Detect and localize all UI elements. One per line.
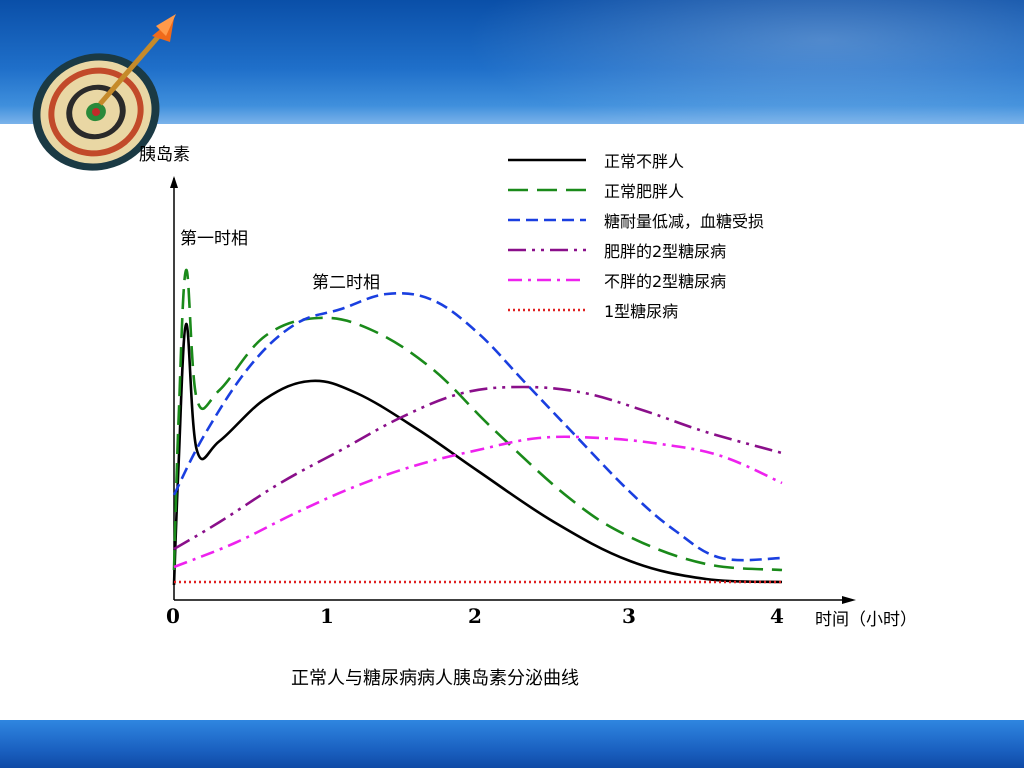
legend-item: 1型糖尿病 [506, 296, 826, 326]
series-line-3 [172, 291, 783, 562]
legend-item: 正常不胖人 [506, 146, 826, 176]
chart-series [172, 268, 783, 586]
x-tick-label: 3 [622, 604, 636, 628]
x-axis-label: 时间（小时） [815, 610, 917, 630]
annotation-second-phase: 第二时相 [312, 273, 380, 293]
x-tick-label: 4 [770, 604, 784, 628]
legend-label: 正常不胖人 [604, 152, 685, 171]
legend-label: 不胖的2型糖尿病 [604, 272, 727, 291]
series-line-4 [173, 385, 783, 551]
x-tick-label: 2 [468, 604, 482, 628]
legend-swatch [508, 278, 586, 282]
legend-swatch [508, 188, 586, 192]
y-axis-arrow [170, 176, 178, 188]
annotation-first-phase: 第一时相 [180, 229, 248, 249]
series-line-5 [173, 435, 783, 569]
legend-label: 肥胖的2型糖尿病 [604, 242, 727, 261]
legend-label: 1型糖尿病 [604, 302, 679, 321]
series-line-1 [172, 322, 783, 586]
header-banner [0, 0, 1024, 124]
legend-swatch [508, 308, 586, 312]
legend-item: 不胖的2型糖尿病 [506, 266, 826, 296]
legend-swatch [508, 248, 586, 252]
legend-swatch [508, 158, 586, 162]
chart-caption: 正常人与糖尿病病人胰岛素分泌曲线 [291, 668, 579, 689]
x-tick-label: 1 [320, 604, 334, 628]
legend-item: 肥胖的2型糖尿病 [506, 236, 826, 266]
series-line-2 [172, 268, 783, 572]
legend-item: 正常肥胖人 [506, 176, 826, 206]
dartboard-icon [32, 14, 176, 171]
x-axis-arrow [842, 596, 856, 604]
legend-label: 正常肥胖人 [604, 182, 685, 201]
chart-legend: 正常不胖人 正常肥胖人 糖耐量低减，血糖受损 肥胖的2型糖尿病 不胖的2型糖尿病… [506, 146, 826, 326]
x-tick-label: 0 [166, 604, 180, 628]
y-axis-label: 胰岛素 [139, 145, 190, 165]
legend-item: 糖耐量低减，血糖受损 [506, 206, 826, 236]
legend-label: 糖耐量低减，血糖受损 [604, 212, 765, 231]
footer-banner [0, 720, 1024, 768]
legend-swatch [508, 218, 586, 222]
